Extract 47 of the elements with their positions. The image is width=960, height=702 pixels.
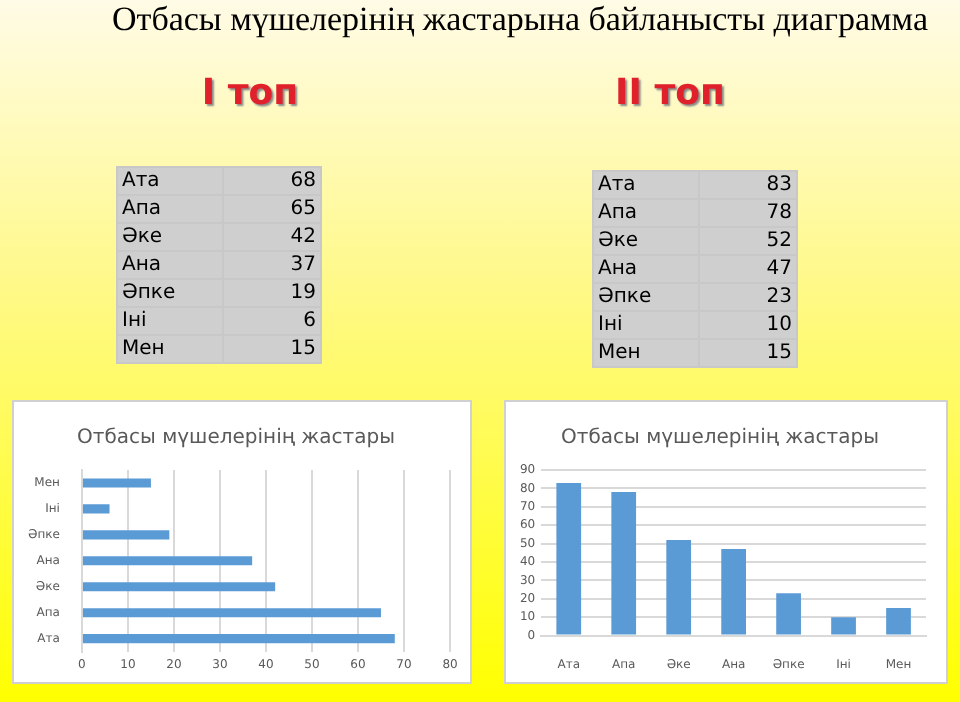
category-label: Әпке	[593, 283, 699, 311]
category-label: Ана	[593, 255, 699, 283]
data-label: 42	[223, 223, 321, 251]
data-label: 83	[699, 171, 797, 199]
bar	[82, 478, 151, 488]
data-label: 6	[223, 307, 321, 335]
bar	[721, 549, 746, 635]
data-label: 47	[699, 255, 797, 283]
category-label: Әке	[593, 227, 699, 255]
bar	[886, 608, 911, 635]
data-label: 65	[223, 195, 321, 223]
category-label: Мен	[593, 339, 699, 367]
bar	[82, 530, 170, 540]
data-label: 15	[223, 335, 321, 363]
bar	[556, 482, 582, 635]
bar	[611, 492, 637, 635]
data-label: 23	[699, 283, 797, 311]
text: Отбасы мүшелерінің жастарына байланысты диаграмма	[109, 0, 930, 40]
bar	[666, 539, 692, 635]
data-label: 37	[223, 251, 321, 279]
bar	[82, 634, 395, 644]
category-label: Апа	[593, 199, 699, 227]
data-label: 78	[699, 199, 797, 227]
chart-title: Отбасы мүшелерінің жастары	[77, 427, 396, 450]
chart-title: Отбасы мүшелерінің жастары	[561, 427, 880, 450]
bar	[776, 593, 801, 635]
bar	[831, 617, 856, 635]
category-label: Әпке	[117, 279, 223, 307]
category-label: Әке	[117, 223, 223, 251]
text: I топ	[199, 72, 301, 114]
data-label: 68	[223, 167, 321, 195]
bar	[82, 608, 381, 618]
data-label: 19	[223, 279, 321, 307]
category-label: Ата	[117, 167, 223, 195]
text: II топ	[613, 72, 727, 114]
category-label: Ана	[117, 251, 223, 279]
category-label: Ата	[593, 171, 699, 199]
bar	[82, 504, 110, 514]
bar	[82, 582, 276, 592]
bar	[82, 556, 253, 566]
category-label: Апа	[117, 195, 223, 223]
category-label: Іні	[117, 307, 223, 335]
category-label: Іні	[593, 311, 699, 339]
category-label: Мен	[117, 335, 223, 363]
data-label: 52	[699, 227, 797, 255]
data-label: 15	[699, 339, 797, 367]
data-label: 10	[699, 311, 797, 339]
